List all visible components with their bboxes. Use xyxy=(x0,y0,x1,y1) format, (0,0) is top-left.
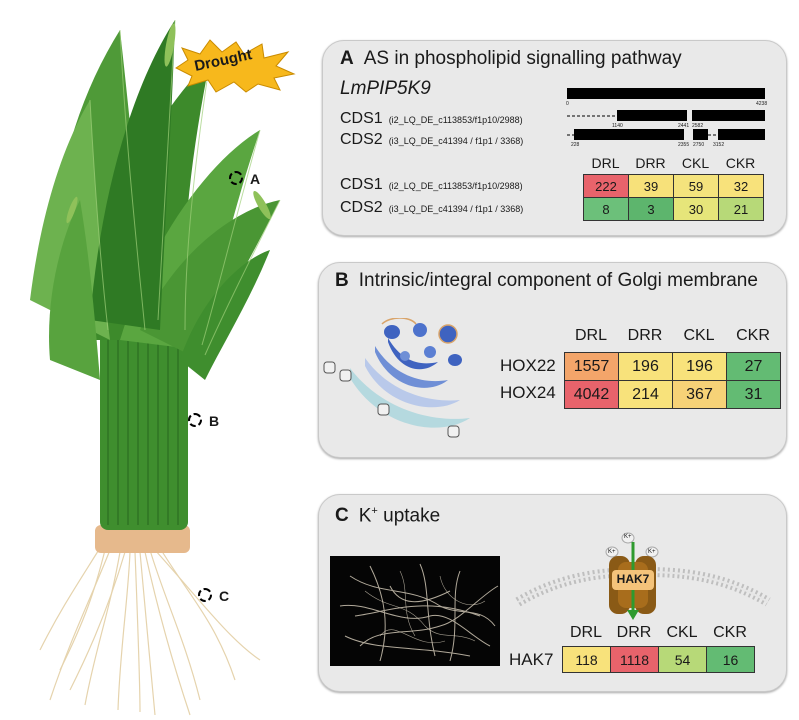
panel-b-col-ckr: CKR xyxy=(736,327,770,344)
panel-a-col-ckr: CKR xyxy=(725,155,756,171)
ion-label-3: K+ xyxy=(648,549,656,555)
panel-a-cell: 3 xyxy=(628,197,674,221)
panel-a-row-cds1: CDS1 (i2_LQ_DE_c113853/f1p10/2988) xyxy=(340,176,523,193)
panel-a-cell: 39 xyxy=(628,174,674,198)
root-base xyxy=(95,525,190,553)
tick-gene-start: 0 xyxy=(566,101,569,107)
panel-b-cell: 1557 xyxy=(564,352,619,381)
marker-b xyxy=(188,413,202,427)
roots xyxy=(39,547,261,716)
panel-a-title: A AS in phospholipid signalling pathway xyxy=(340,48,682,70)
panel-c-col-drr: DRR xyxy=(616,624,652,641)
panel-c-cell: 118 xyxy=(562,646,611,673)
tick-cds1-2: 2441 xyxy=(678,123,690,129)
marker-c xyxy=(198,588,212,602)
panel-c-col-ckr: CKR xyxy=(713,624,747,641)
panel-b-cell: 27 xyxy=(726,352,781,381)
panel-a-cell: 21 xyxy=(718,197,764,221)
tick-cds2-1: 228 xyxy=(571,142,580,148)
panel-b-cell: 31 xyxy=(726,380,781,409)
tick-cds2-4: 3152 xyxy=(713,142,725,148)
panel-c-cell: 16 xyxy=(706,646,755,673)
panel-b-cell: 214 xyxy=(618,380,673,409)
panel-a-title-text: AS in phospholipid signalling pathway xyxy=(363,48,682,69)
panel-b-col-drl: DRL xyxy=(574,327,607,344)
panel-b-cell: 367 xyxy=(672,380,727,409)
plant-illustration xyxy=(30,19,281,716)
stems xyxy=(100,320,188,530)
isoform-label-cds2: CDS2 (i3_LQ_DE_c41394 / f1p1 / 3368) xyxy=(340,131,524,148)
tick-gene-end: 4238 xyxy=(756,101,768,107)
panel-a-row-cds2: CDS2 (i3_LQ_DE_c41394 / f1p1 / 3368) xyxy=(340,199,524,216)
panel-a-cell: 59 xyxy=(673,174,719,198)
panel-c-col-ckl: CKL xyxy=(666,624,698,641)
isoform-label-cds1: CDS1 (i2_LQ_DE_c113853/f1p10/2988) xyxy=(340,110,523,127)
tick-cds1-1: 1140 xyxy=(612,123,623,129)
membrane-transporter xyxy=(515,532,771,620)
panel-b-row-hox24: HOX24 xyxy=(500,383,556,402)
panel-b-col-ckl: CKL xyxy=(683,327,715,344)
panel-b-cell: 196 xyxy=(618,352,673,381)
marker-b-label: B xyxy=(209,413,220,429)
ion-label-2: K+ xyxy=(608,549,616,555)
panel-c-cell: 1118 xyxy=(610,646,659,673)
panel-c-row-hak7: HAK7 xyxy=(509,650,554,669)
panel-b-row-hox22: HOX22 xyxy=(500,356,556,375)
golgi-illustration xyxy=(323,318,470,438)
panel-b-col-drr: DRR xyxy=(627,327,663,344)
panel-b-title-text: Intrinsic/integral component of Golgi me… xyxy=(358,270,758,291)
tick-cds2-2: 2355 xyxy=(678,142,690,148)
drought-burst xyxy=(175,39,296,93)
panel-b-title: B Intrinsic/integral component of Golgi m… xyxy=(335,270,758,292)
marker-a xyxy=(229,171,243,185)
ion-label-1: K+ xyxy=(624,534,632,540)
panel-c-letter: C xyxy=(335,505,349,527)
root-photo xyxy=(330,556,500,666)
panel-a-cell: 32 xyxy=(718,174,764,198)
transporter-label: HAK7 xyxy=(616,572,650,586)
marker-c-label: C xyxy=(219,588,230,604)
panel-b-letter: B xyxy=(335,270,349,291)
tick-cds1-3: 2582 xyxy=(692,123,704,129)
panel-a-col-drr: DRR xyxy=(635,155,666,171)
panel-a-cell: 8 xyxy=(583,197,629,221)
panel-a-col-drl: DRL xyxy=(591,155,620,171)
panel-c-title: C K+ uptake xyxy=(335,505,441,527)
marker-a-label: A xyxy=(250,171,261,187)
panel-a-col-ckl: CKL xyxy=(681,155,710,171)
panel-a-letter: A xyxy=(340,48,354,69)
tick-cds2-3: 2750 xyxy=(693,142,705,148)
gene-name: LmPIP5K9 xyxy=(340,78,431,99)
panel-c-cell: 54 xyxy=(658,646,707,673)
panel-b-cell: 196 xyxy=(672,352,727,381)
panel-b-cell: 4042 xyxy=(564,380,619,409)
panel-a-cell: 222 xyxy=(583,174,629,198)
panel-a-cell: 30 xyxy=(673,197,719,221)
gene-structure xyxy=(567,88,765,140)
panel-c-col-drl: DRL xyxy=(569,624,602,641)
panicles xyxy=(66,23,271,224)
